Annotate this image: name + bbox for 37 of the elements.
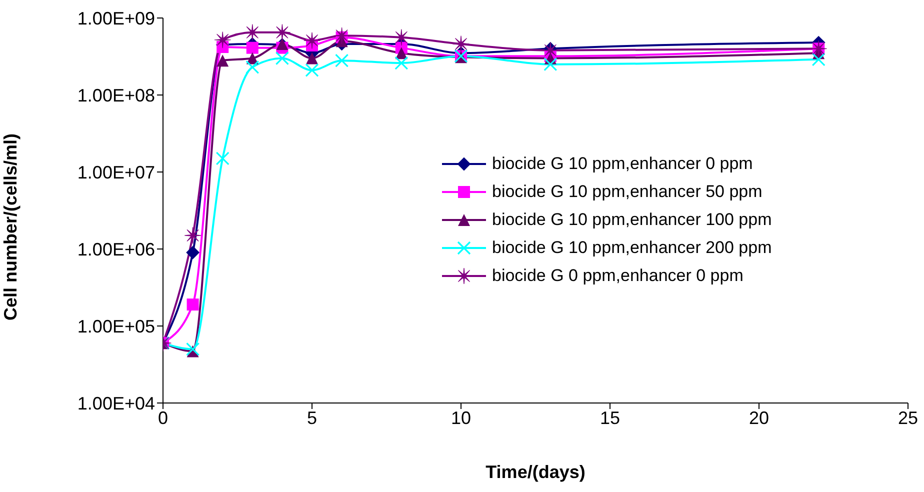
y-tick-label: 1.00E+07 [77, 162, 155, 182]
point [186, 342, 200, 356]
point [216, 152, 230, 166]
x-tick-label: 25 [898, 408, 918, 428]
point [305, 63, 319, 77]
y-tick-label: 1.00E+08 [77, 85, 155, 106]
point [304, 32, 320, 49]
point [452, 36, 470, 52]
y-tick-label: 1.00E+09 [77, 8, 155, 28]
point [335, 54, 349, 68]
x-tick-label: 15 [600, 408, 620, 428]
point [186, 246, 200, 260]
point [275, 51, 289, 66]
legend-label: biocide G 10 ppm,enhancer 0 ppm [492, 153, 753, 175]
y-axis-title: Cell number/(cells/ml) [0, 133, 20, 320]
x-tick-label: 20 [748, 408, 770, 428]
point [246, 60, 260, 74]
point [214, 32, 231, 48]
point [184, 227, 202, 244]
legend-label: biocide G 10 ppm,enhancer 50 ppm [492, 181, 762, 203]
legend-label: biocide G 0 ppm,enhancer 0 ppm [492, 265, 744, 287]
point [812, 52, 826, 66]
point [306, 52, 318, 64]
x-tick-label: 0 [158, 408, 168, 428]
point [246, 42, 258, 54]
y-tick-label: 1.00E+05 [77, 316, 155, 336]
point [186, 298, 199, 311]
legend-label: biocide G 10 ppm,enhancer 200 ppm [492, 237, 772, 259]
x-axis-title: Time/(days) [486, 462, 586, 482]
legend-label: biocide G 10 ppm,enhancer 100 ppm [492, 209, 772, 231]
x-tick-label: 5 [306, 408, 318, 428]
x-tick-label: 10 [450, 408, 472, 428]
point [216, 54, 229, 67]
point [394, 56, 408, 70]
y-tick-label: 1.00E+06 [77, 239, 155, 260]
point [544, 58, 558, 72]
y-tick-label: 1.00E+04 [77, 393, 155, 414]
